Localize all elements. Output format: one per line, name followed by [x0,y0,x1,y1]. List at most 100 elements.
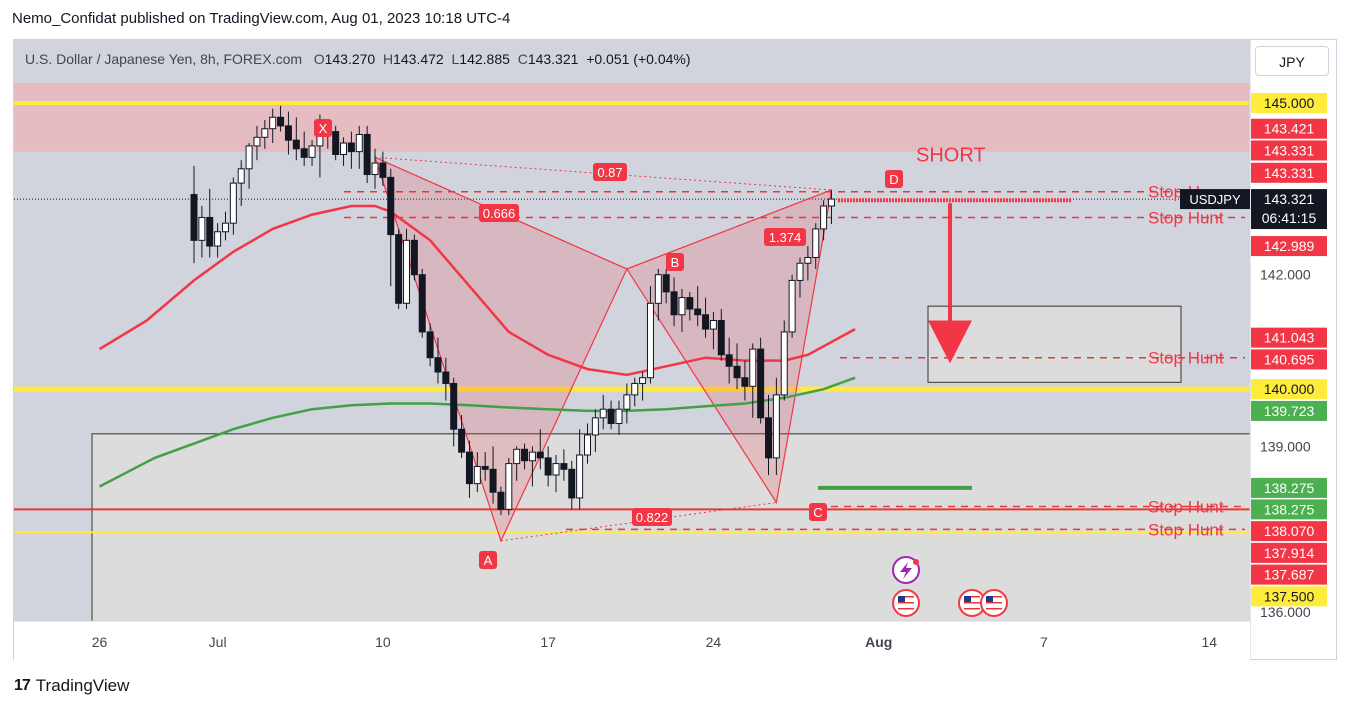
candle-body [568,468,576,499]
candle-body [473,465,481,485]
ratio-ac-label: 0.822 [636,510,669,525]
short-label: SHORT [916,144,986,166]
stop-hunt-label: Stop Hunt [1148,349,1224,368]
point-c-label: C [813,505,822,520]
candle-body [560,463,568,470]
axis-price-badge-bg [1251,349,1327,370]
candle-body [434,357,442,373]
candle-body [497,491,505,510]
candle-body [788,279,796,333]
point-x-label-bg [314,119,332,137]
lightning-icon [900,562,912,579]
axis-price-badge-bg [1251,327,1327,348]
candle-body [198,216,206,241]
point-a-label: A [484,553,493,568]
candle-body [355,133,363,153]
us-event-icon-stripe [898,599,914,601]
axis-price-badge: 137.500 [1264,588,1315,604]
candle-body [418,274,426,333]
axis-price-badge: 141.043 [1264,330,1315,346]
candle-body [827,198,835,207]
candle-body [221,222,229,233]
support-box [91,433,1251,622]
stop-hunt-label: Stop Hunt [1148,208,1224,227]
ratio-xab-label-bg [479,204,519,222]
short-arrow-head [928,320,972,364]
point-d-label: D [889,172,898,187]
close-label: C [517,51,528,67]
us-event-icon-stripe [986,602,1002,604]
high-label: H [382,51,394,67]
candle-body [410,239,418,276]
candle-body [709,319,717,330]
point-x-label: X [319,121,328,136]
currency-button[interactable]: JPY [1255,46,1329,76]
time-tick-label: 7 [1040,634,1048,650]
candle-body [772,394,780,459]
ratio-ac-label-bg [632,508,672,526]
axis-price-badge-bg [1251,162,1327,183]
candle-body [804,257,812,264]
candle-body [489,468,497,493]
pattern-ac-dotted [500,502,777,542]
candle-body [387,176,395,236]
us-event-icon-stripe [964,605,980,607]
low-value: 142.885 [459,51,510,67]
candle-body [363,133,371,176]
axis-price-badge-bg [1251,379,1327,400]
stop-hunt-label: Stop Hunt [1148,520,1224,539]
footer-brand[interactable]: 17 TradingView [14,676,129,696]
time-tick-label: 24 [706,634,722,650]
axis-price-badge: 138.275 [1264,501,1315,517]
symbol-description: U.S. Dollar / Japanese Yen, 8h, FOREX.co… [25,51,303,67]
us-event-icon-stripe [898,608,914,610]
bar-countdown-label: 06:41:15 [1262,210,1317,226]
candle-body [599,408,607,419]
axis-price-badge: 143.331 [1264,165,1315,181]
target-box [927,305,1182,383]
axis-price-badge-bg [1251,586,1327,607]
candle-body [733,365,741,379]
us-event-icon-stripe [986,599,1002,601]
price-tick-label: 142.000 [1260,267,1311,283]
candle-body [371,162,379,176]
us-event-icon-stripe [964,602,980,604]
brand-name: TradingView [35,676,130,695]
candle-body [442,371,450,384]
candle-body [749,348,757,387]
candle-body [347,142,355,153]
candle-body [741,377,749,387]
ratio-xb-label-bg [593,163,627,181]
us-event-icon-stripe [898,596,914,598]
time-tick-label: Aug [865,634,892,650]
us-event-icon-stripe [898,602,914,604]
ratio-bd-label: 1.374 [769,230,802,245]
axis-price-badge-bg [1251,400,1327,421]
candle-body [591,417,599,436]
candle-body [528,451,536,462]
candle-body [481,465,489,470]
us-event-icon-stripe [986,596,1002,598]
candle-body [513,448,521,465]
axis-price-badge-bg [1251,542,1327,563]
candle-body [631,382,639,396]
candle-body [229,182,237,224]
axis-price-badge: 137.914 [1264,545,1315,561]
axis-price-badge-bg [1251,140,1327,161]
point-b-label: B [671,255,680,270]
candle-body [820,205,828,230]
close-value: 143.321 [527,51,579,67]
us-event-icon-stripe [986,608,1002,610]
axis-price-badge: 138.275 [1264,480,1315,496]
candle-body [214,231,222,247]
candle-body [536,451,544,459]
tradingview-logo-icon: 17 [14,677,31,694]
candle-body [812,228,820,259]
axis-price-badge: 139.723 [1264,403,1315,419]
high-value: 143.472 [393,51,444,67]
candle-body [678,297,686,316]
moving-average-green [99,376,856,488]
candle-body [607,408,615,425]
candle-body [717,319,725,356]
